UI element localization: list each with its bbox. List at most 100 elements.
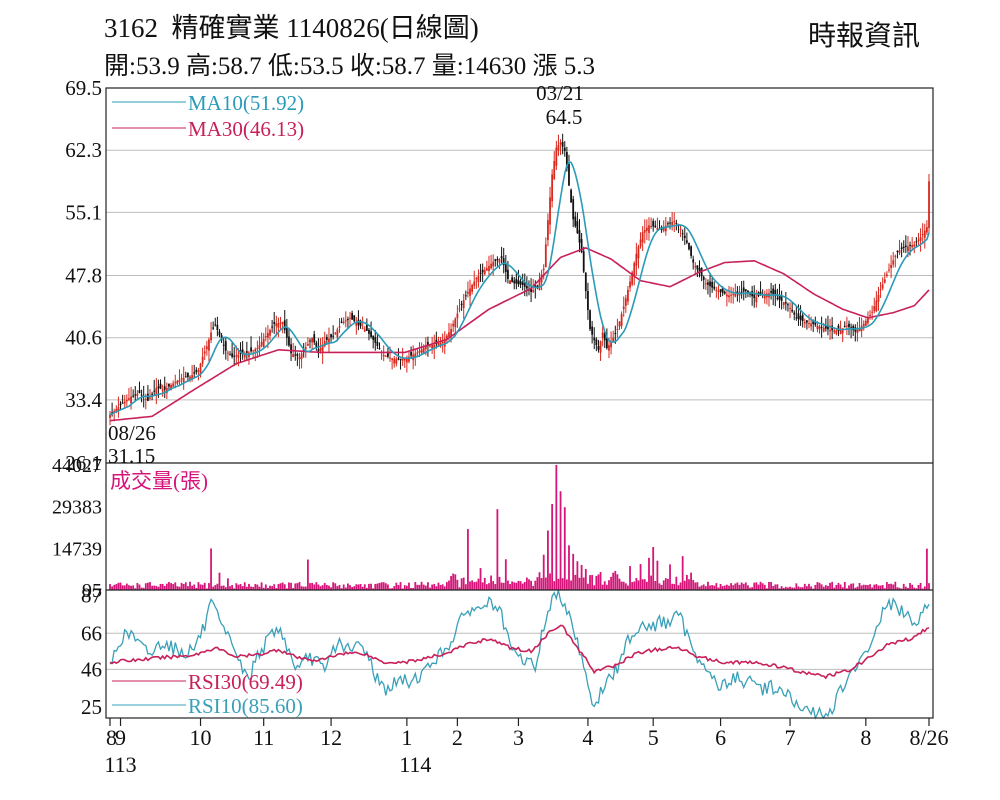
candle-body	[620, 314, 623, 326]
volume-bar	[587, 583, 589, 590]
candle-body	[125, 399, 128, 402]
candle-body	[353, 315, 356, 322]
candle-body	[599, 341, 602, 353]
candle-body	[269, 329, 271, 336]
candle-body	[454, 318, 457, 328]
candle-body	[296, 354, 299, 356]
volume-bar	[913, 587, 916, 590]
volume-bar	[184, 582, 187, 590]
volume-bar	[500, 582, 503, 590]
volume-bar	[471, 580, 474, 590]
volume-bar	[824, 585, 827, 590]
volume-bar	[633, 581, 636, 590]
candle-body	[256, 348, 259, 350]
volume-bar	[909, 583, 911, 590]
volume-bar	[723, 585, 726, 590]
volume-bar	[227, 578, 229, 590]
volume-bar	[111, 586, 114, 590]
candle-body	[180, 378, 183, 380]
candle-body	[770, 291, 772, 293]
volume-bar	[721, 586, 724, 590]
candle-body	[694, 265, 697, 268]
candle-body	[397, 358, 400, 360]
volume-bar	[639, 564, 642, 590]
candle-body	[252, 350, 255, 352]
volume-bar	[469, 581, 471, 590]
volume-bar	[460, 578, 463, 590]
volume-bar	[445, 582, 448, 590]
volume-bar	[405, 585, 408, 590]
volume-bar	[271, 586, 274, 590]
volume-bar	[736, 582, 739, 590]
candle-body	[873, 306, 876, 312]
candle-body	[241, 349, 244, 354]
volume-bar	[146, 582, 149, 590]
candle-body	[787, 304, 789, 306]
candle-body	[894, 255, 897, 257]
candle-body	[841, 328, 844, 334]
volume-bar	[770, 581, 772, 590]
candle-body	[633, 263, 636, 276]
candle-body	[279, 322, 282, 324]
volume-bar	[917, 584, 920, 590]
candle-body	[231, 353, 234, 357]
volume-bar	[513, 582, 516, 590]
candle-body	[532, 289, 535, 292]
candle-body	[328, 338, 330, 344]
candle-body	[740, 291, 743, 293]
chart-title: 3162 精確實業 1140826(日線圖)	[104, 13, 479, 43]
candle-body	[300, 353, 303, 360]
volume-bar	[325, 584, 328, 590]
volume-bar	[391, 588, 394, 590]
volume-bar	[765, 588, 768, 590]
volume-bar	[898, 587, 901, 590]
volume-bar	[220, 585, 223, 590]
volume-bar	[355, 584, 358, 590]
candle-body	[728, 295, 730, 298]
volume-bar	[772, 586, 775, 590]
candle-body	[812, 320, 815, 324]
candle-body	[315, 342, 318, 347]
candle-body	[719, 289, 722, 292]
volume-bar	[871, 587, 874, 590]
volume-bar	[683, 580, 686, 590]
volume-bar	[744, 582, 747, 590]
volume-bar	[340, 588, 343, 590]
volume-bar	[610, 576, 612, 590]
candle-body	[570, 189, 572, 203]
volume-bar	[711, 585, 714, 590]
volume-bar	[570, 580, 572, 590]
candle-body	[641, 232, 644, 243]
candle-body	[662, 227, 665, 231]
candle-body	[810, 323, 812, 327]
volume-bar	[113, 584, 116, 590]
candle-body	[923, 230, 926, 238]
volume-bar	[170, 583, 172, 590]
volume-bar	[873, 584, 876, 590]
candle-body	[307, 344, 309, 346]
volume-bar	[757, 584, 760, 590]
volume-bar	[414, 582, 417, 590]
volume-bar	[925, 548, 928, 590]
candle-body	[622, 306, 625, 310]
candle-body	[304, 347, 307, 350]
volume-bar	[441, 584, 444, 590]
candle-body	[833, 330, 836, 333]
rsi-tick-label: 46	[81, 657, 102, 681]
candle-body	[717, 290, 720, 292]
candle-body	[591, 326, 594, 335]
volume-bar	[738, 584, 741, 590]
volume-bar	[418, 584, 421, 590]
volume-bar	[172, 584, 175, 590]
volume-bar	[528, 579, 530, 590]
volume-bar	[178, 586, 181, 590]
candle-body	[258, 345, 261, 349]
volume-tick-label: 44027	[52, 455, 102, 477]
volume-bar	[498, 576, 501, 590]
candle-body	[654, 225, 657, 228]
volume-bar	[618, 578, 621, 590]
candle-body	[275, 323, 278, 327]
candle-body	[235, 355, 238, 357]
candle-body	[336, 329, 339, 338]
candle-body	[561, 141, 564, 147]
